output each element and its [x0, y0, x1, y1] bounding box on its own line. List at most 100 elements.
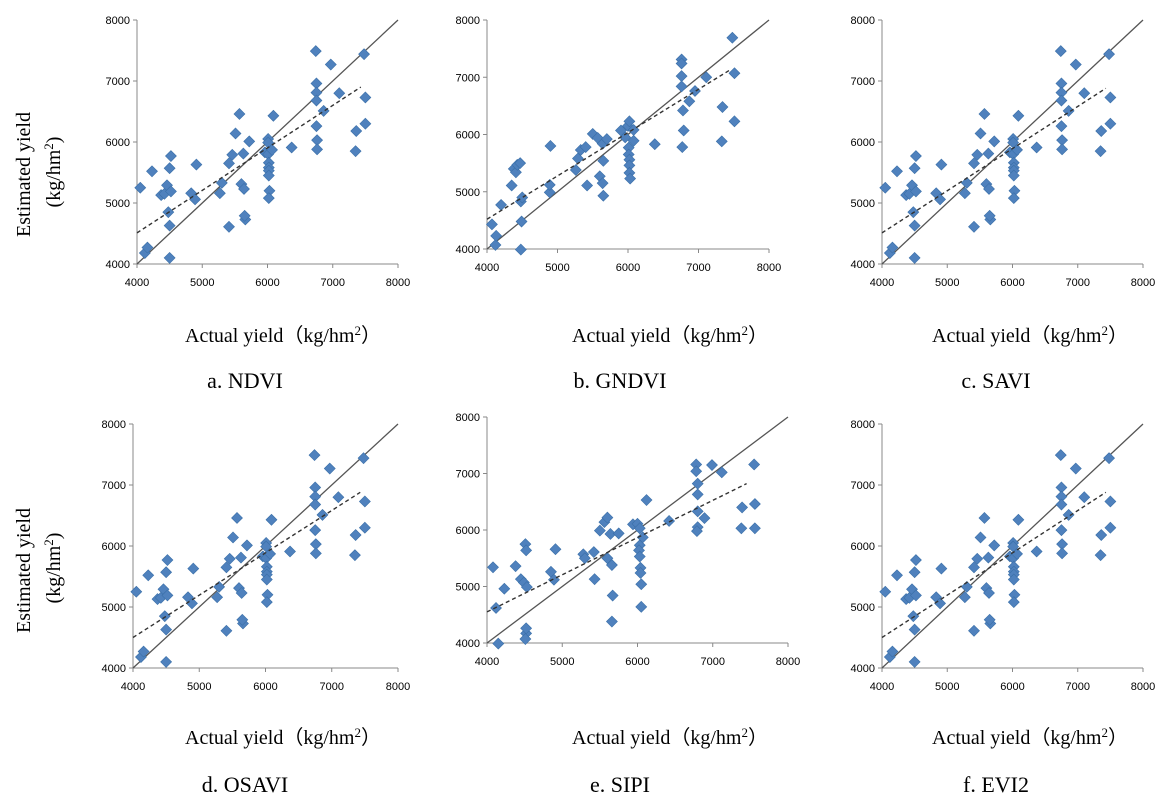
data-point — [597, 189, 610, 202]
data-point — [265, 513, 278, 526]
data-point — [910, 150, 922, 162]
data-point — [486, 218, 498, 231]
data-point — [142, 569, 155, 582]
data-point — [635, 600, 648, 613]
data-point — [1055, 524, 1068, 537]
data-point — [165, 150, 177, 162]
y-tick-label: 8000 — [102, 419, 126, 431]
data-point — [359, 91, 372, 104]
x-tick-label: 8000 — [1131, 277, 1155, 289]
data-point — [596, 177, 609, 190]
data-point — [1103, 452, 1115, 465]
x-tick-label: 6000 — [255, 277, 279, 289]
data-point — [358, 48, 370, 61]
y-tick-label: 8000 — [106, 15, 130, 27]
data-point — [627, 134, 640, 147]
data-point — [886, 241, 899, 254]
x-tick-label: 4000 — [125, 277, 149, 289]
data-point — [158, 610, 171, 623]
data-point — [160, 566, 173, 579]
data-point — [220, 624, 233, 637]
data-point — [1078, 491, 1091, 504]
data-point — [549, 543, 562, 556]
data-point — [1007, 192, 1020, 205]
data-point — [960, 580, 973, 593]
data-point — [161, 554, 174, 566]
data-point — [700, 71, 713, 84]
data-point — [968, 624, 980, 637]
data-point — [1104, 521, 1117, 534]
data-point — [612, 527, 625, 540]
data-point — [1055, 94, 1068, 107]
data-point — [1104, 495, 1117, 508]
data-point — [891, 569, 903, 582]
y-axis-label-close: ) — [43, 137, 65, 144]
x-tick-label: 7000 — [320, 681, 344, 693]
data-point — [323, 462, 336, 475]
panel-caption: e. SIPI — [590, 772, 650, 796]
data-point — [324, 58, 337, 71]
data-point — [1062, 104, 1075, 117]
data-point — [237, 147, 250, 160]
data-point — [130, 585, 143, 598]
data-point — [187, 562, 200, 575]
data-point — [974, 531, 987, 544]
data-point — [160, 623, 173, 636]
data-point — [515, 215, 528, 228]
data-point — [691, 488, 704, 501]
x-tick-label: 4000 — [121, 681, 145, 693]
data-point — [908, 162, 921, 175]
y-axis-label-unit: (kg/hm — [43, 545, 65, 603]
panel-5: 4000 5000 6000 7000 8000 4000 5000 6000 7000 8000… — [456, 412, 801, 796]
x-axis-label: Actual yield（kg/hm2） — [572, 725, 768, 750]
panel-caption: f. EVI2 — [963, 772, 1029, 796]
y-axis-label-close: ) — [43, 533, 65, 540]
x-tick-label: 4000 — [475, 262, 499, 274]
data-point — [284, 545, 296, 558]
y-axis-label-row1: Estimated yield (kg/hm2) — [13, 107, 65, 237]
panel-caption: a. NDVI — [207, 368, 283, 393]
data-point — [691, 525, 703, 538]
data-point — [677, 104, 689, 117]
data-point — [879, 181, 892, 194]
data-point — [633, 550, 646, 563]
data-point — [908, 566, 921, 579]
data-point — [309, 498, 322, 511]
y-tick-label: 5000 — [851, 198, 875, 210]
data-point — [317, 104, 330, 117]
data-point — [983, 183, 995, 195]
panel-caption: b. GNDVI — [574, 368, 667, 393]
data-point — [736, 501, 749, 514]
data-point — [509, 166, 522, 179]
y-tick-label: 6000 — [106, 137, 130, 149]
data-point — [1104, 91, 1117, 104]
data-point — [1095, 125, 1108, 137]
data-point — [163, 162, 176, 175]
data-point — [636, 531, 649, 544]
x-axis-label-close: ） — [361, 726, 381, 749]
data-point — [971, 552, 984, 565]
x-tick-label: 6000 — [616, 262, 640, 274]
data-point — [262, 192, 275, 205]
data-point — [597, 154, 610, 167]
data-point — [359, 117, 372, 130]
data-point — [683, 95, 696, 108]
x-axis-label: Actual yield（kg/hm2） — [185, 323, 381, 348]
data-point — [309, 547, 322, 560]
data-point — [958, 591, 971, 604]
data-point — [690, 465, 703, 478]
data-point — [675, 70, 688, 83]
data-point — [648, 138, 661, 151]
data-point — [634, 567, 647, 579]
x-axis-label-main: Actual yield（kg/hm — [572, 324, 742, 347]
data-point — [163, 219, 176, 232]
data-point — [908, 251, 921, 264]
data-point — [544, 140, 557, 152]
data-point — [748, 458, 761, 471]
data-point — [231, 512, 243, 524]
data-point — [309, 45, 322, 58]
data-point — [908, 655, 921, 668]
data-point — [332, 491, 345, 504]
data-point — [498, 582, 511, 595]
data-point — [1007, 573, 1020, 586]
